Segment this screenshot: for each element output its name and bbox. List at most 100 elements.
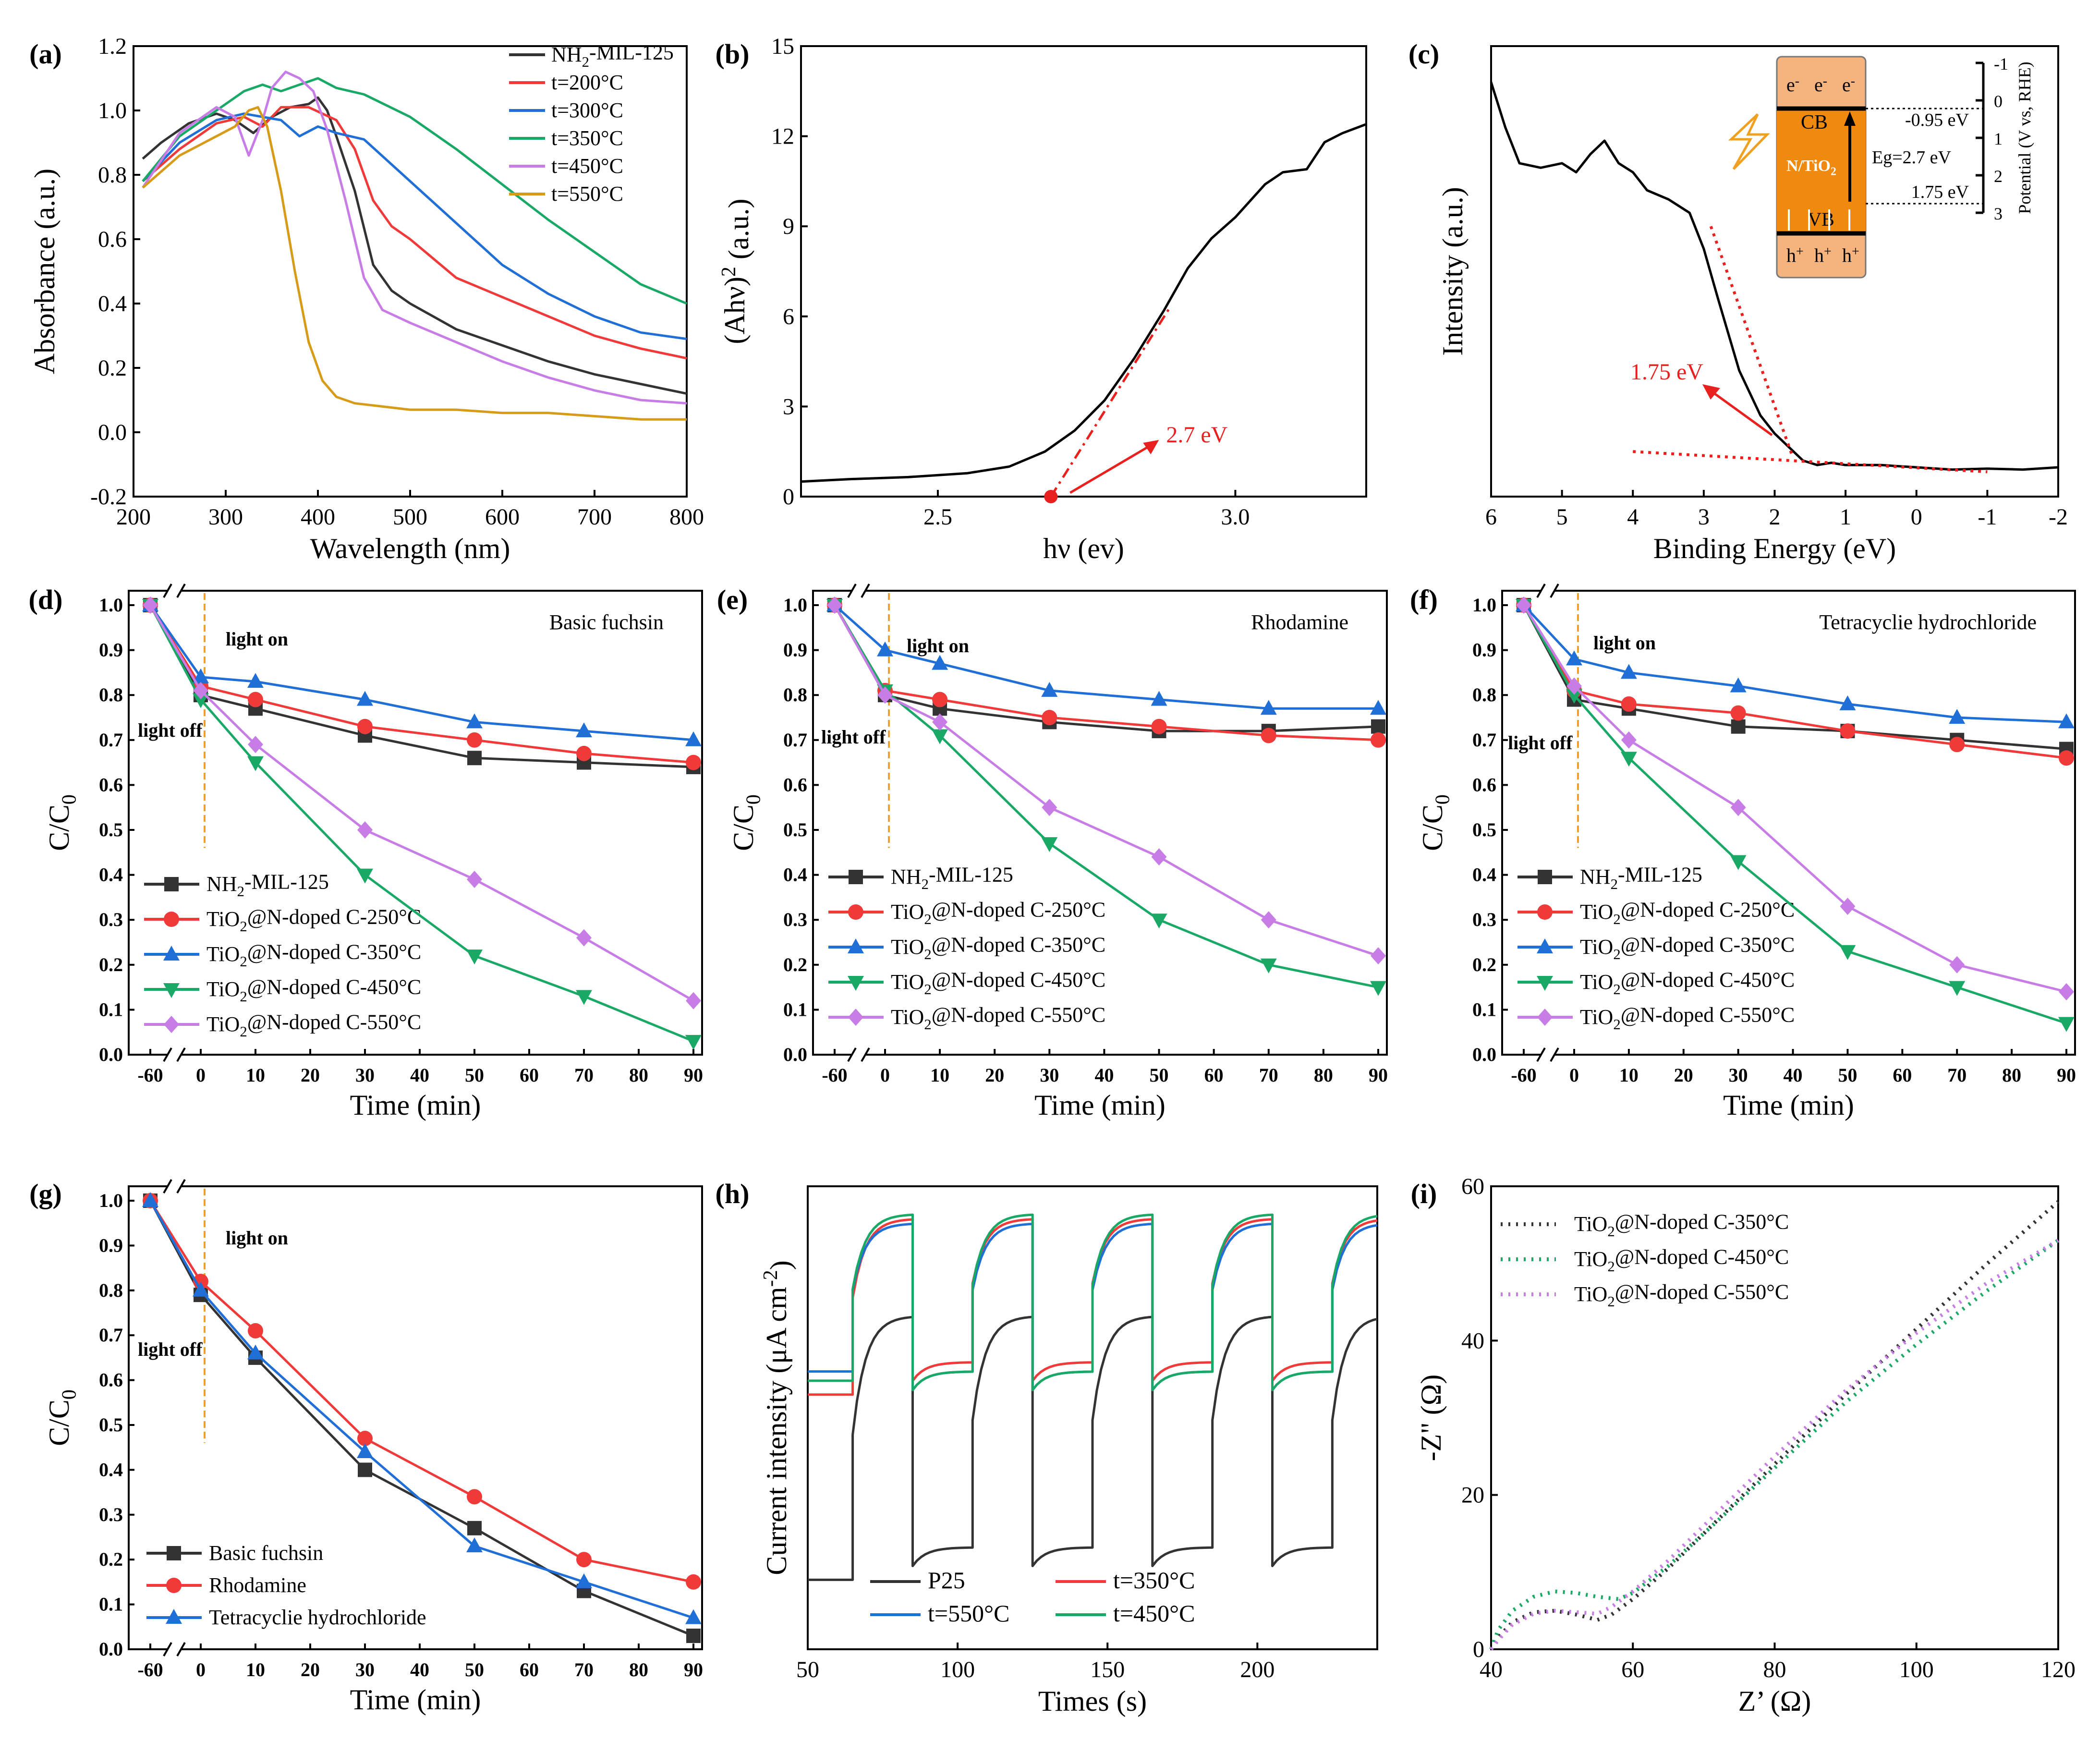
x-tick-label: -1 (1978, 504, 1997, 530)
y-tick-label: 0.9 (783, 639, 807, 661)
x-tick-label: 600 (485, 504, 520, 530)
baseline-fit (1633, 450, 1988, 474)
data-point (1042, 799, 1057, 816)
data-point (1621, 696, 1637, 712)
y-tick-label: 0.5 (99, 819, 123, 840)
x-tick-label: 4 (1627, 504, 1639, 530)
legend-marker (848, 904, 863, 920)
data-point (1730, 799, 1746, 816)
arrow-head (1143, 440, 1159, 454)
legend-label: TiO2@N-doped C-550°C (891, 1003, 1105, 1032)
legend-label: TiO2@N-doped C-350°C (1580, 933, 1795, 962)
x-tick-label: -2 (2049, 504, 2068, 530)
y-tick-label: 0.6 (98, 227, 127, 252)
light-off-label: light off (138, 1339, 203, 1360)
legend-label: TiO2@N-doped C-350°C (891, 933, 1105, 962)
scale-tick-label: 2 (1994, 167, 2003, 186)
y-tick-label: 0.8 (98, 162, 127, 188)
axis-break (176, 1642, 186, 1656)
legend-label: NH2-MIL-125 (551, 40, 674, 70)
data-point (1730, 855, 1747, 870)
legend-label: Rhodamine (209, 1573, 306, 1597)
data-point (1041, 837, 1058, 852)
data-point (686, 755, 701, 770)
y-tick-label: 0.4 (99, 864, 123, 886)
legend-marker (1538, 870, 1552, 884)
legend-label: t=200°C (551, 71, 623, 94)
data-point (357, 1443, 373, 1459)
y-tick-label: 0.1 (99, 998, 123, 1020)
x-tick-label: 90 (1369, 1064, 1388, 1086)
data-point (685, 1609, 702, 1624)
x-tick-label: 40 (1784, 1064, 1803, 1086)
data-point (932, 655, 948, 670)
intercept-marker (1044, 490, 1058, 503)
x-tick-label: 70 (574, 1064, 594, 1086)
x-tick-label: 20 (301, 1064, 320, 1086)
axis-break (861, 1047, 870, 1062)
light-off-label: light off (821, 726, 886, 748)
y-tick-label: 0.5 (99, 1414, 123, 1436)
data-point (1949, 956, 1965, 974)
legend-marker (163, 946, 180, 961)
data-point (685, 1035, 702, 1050)
x-tick-label: 40 (410, 1659, 429, 1680)
x-axis-label: Wavelength (nm) (310, 533, 510, 564)
y-tick-label: 3 (783, 394, 794, 419)
chart-title: Tetracyclie hydrochloride (1819, 610, 2037, 634)
y-tick-label: 0.7 (99, 729, 123, 751)
legend-marker (848, 938, 864, 953)
x-tick-label: 90 (684, 1659, 703, 1680)
panel-e: -60 0 10 20 30 40 50 60 70 80 90 0.0 0.1 0.2 0.3 0.4 0.5… (717, 584, 1388, 1121)
data-point (1516, 597, 1531, 614)
legend-label: TiO2@N-doped C-550°C (1574, 1280, 1789, 1309)
legend-label: TiO2@N-doped C-550°C (206, 1010, 421, 1039)
data-point (1370, 700, 1386, 715)
y-tick-label: 0.0 (99, 1044, 123, 1065)
y-tick-label: 0.9 (99, 1234, 123, 1256)
x-tick-label: 10 (246, 1659, 265, 1680)
light-on-label: light on (1593, 632, 1656, 654)
data-point (247, 1344, 264, 1360)
data-point (193, 668, 209, 683)
data-point (467, 1489, 482, 1505)
x-tick-label: -60 (1511, 1064, 1536, 1086)
legend-label: t=450°C (551, 154, 623, 178)
data-point (248, 692, 263, 707)
y-tick-label: 0.6 (99, 774, 123, 795)
series-line (149, 604, 694, 1002)
x-tick-label: 0 (196, 1659, 206, 1680)
y-tick-label: 0.4 (99, 1459, 123, 1480)
hole-label: h+ (1814, 244, 1832, 266)
y-tick-label: 0.7 (1472, 729, 1496, 751)
data-point (1620, 664, 1637, 679)
data-point (686, 1628, 701, 1643)
y-tick-label: 60 (1461, 1174, 1484, 1199)
data-point (1260, 700, 1277, 715)
data-point (685, 731, 702, 746)
data-point (357, 691, 373, 706)
y-axis-label: C/C0 (1417, 794, 1454, 851)
legend-label: Basic fuchsin (209, 1541, 323, 1565)
data-point (1949, 709, 1966, 724)
x-tick-label: 50 (465, 1659, 484, 1680)
data-point (142, 1192, 158, 1207)
data-point (1261, 728, 1276, 743)
data-point (466, 1537, 483, 1553)
y-tick-label: 0.1 (1472, 998, 1496, 1020)
x-tick-label: 0 (1569, 1064, 1579, 1086)
scale-tick-label: 3 (1994, 204, 2003, 223)
x-tick-label: -60 (137, 1064, 163, 1086)
y-tick-label: 0.2 (99, 954, 123, 975)
legend-label: t=300°C (551, 98, 623, 122)
legend-marker (166, 1609, 182, 1624)
y-tick-label: 0.6 (99, 1369, 123, 1391)
panel-c: 6 5 4 3 2 1 0 -1 -2 Binding Energy (eV) Intensity … (1408, 38, 2068, 564)
light-off-label: light off (138, 719, 203, 741)
y-tick-label: 0.9 (99, 639, 123, 661)
y-tick-label: 0.8 (99, 684, 123, 706)
x-tick-label: 0 (880, 1064, 890, 1086)
data-point (1151, 718, 1167, 734)
axis-break (176, 584, 186, 598)
axis-break (847, 1047, 857, 1062)
